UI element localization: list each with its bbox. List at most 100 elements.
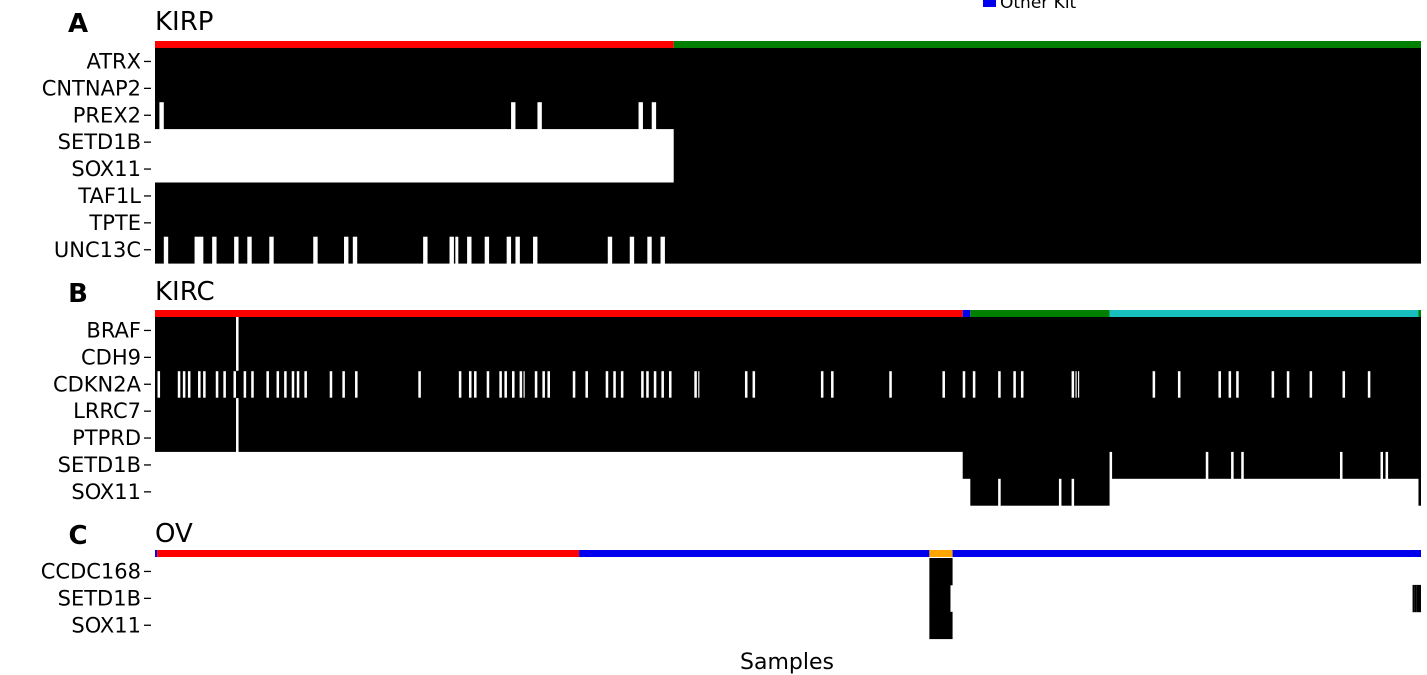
mutation-cell — [671, 370, 695, 399]
kit-bar-segment — [673, 41, 1421, 48]
mutation-cell — [294, 370, 297, 399]
mutation-cell — [1231, 370, 1237, 399]
mutation-cell — [420, 370, 459, 399]
mutation-cell — [205, 370, 216, 399]
mutation-cell — [1074, 478, 1110, 506]
panels: A KIRP ATRX CNTNAP2 PREX2 SETD1B SOX11 TAF1L TPT… — [41, 7, 1421, 640]
mutation-cell — [929, 584, 951, 613]
mutation-cell — [155, 317, 237, 345]
mutation-cell — [1243, 451, 1340, 479]
mutation-cell — [1000, 478, 1059, 506]
mutation-cell — [344, 370, 356, 399]
mutation-cell — [190, 370, 199, 399]
mutation-cell — [489, 370, 500, 399]
mutation-cell — [253, 370, 267, 399]
mutation-cell — [268, 370, 277, 399]
mutation-cell — [203, 236, 213, 264]
mutation-cell — [1208, 451, 1232, 479]
mutation-cell — [575, 370, 586, 399]
mutation-cell — [623, 370, 642, 399]
mutation-cell — [155, 424, 237, 452]
mutation-cell — [656, 370, 662, 399]
legend: Other Kit — [983, 0, 1077, 13]
mutation-cell — [642, 101, 652, 130]
mutation-cell — [634, 236, 648, 264]
mutation-cell — [1370, 370, 1421, 399]
mutation-cell — [251, 236, 270, 264]
x-axis-label: Samples — [740, 650, 834, 675]
mutation-cell — [200, 370, 204, 399]
gene-label: SETD1B — [58, 586, 141, 610]
mutation-cell — [1023, 370, 1072, 399]
mutation-cell — [549, 370, 573, 399]
gene-label: BRAF — [86, 318, 141, 342]
mutation-cell — [1079, 370, 1153, 399]
mutation-cell — [1342, 451, 1381, 479]
mutation-cell — [929, 558, 953, 586]
mutation-cell — [489, 236, 507, 264]
mutation-cell — [1061, 478, 1072, 506]
kit-bar-segment — [952, 550, 1421, 557]
mutation-cell — [317, 236, 345, 264]
mutation-cell — [1238, 370, 1272, 399]
mutation-cell — [643, 370, 647, 399]
mutation-cell — [286, 370, 292, 399]
mutation-cell — [1414, 584, 1417, 613]
mutation-cell — [332, 370, 343, 399]
mutation-cell — [519, 236, 534, 264]
mutation-cell — [471, 370, 475, 399]
kit-bar-segment — [962, 310, 971, 317]
mutation-cell — [155, 74, 1421, 103]
mutation-cell — [155, 101, 160, 130]
mutation-cell — [962, 451, 1110, 479]
gene-label: TPTE — [88, 211, 141, 235]
mutation-cell — [155, 343, 237, 372]
mutation-cell — [511, 236, 516, 264]
mutation-cell — [357, 370, 419, 399]
mutation-cell — [238, 236, 248, 264]
mutation-cell — [155, 370, 158, 399]
panel-ov: C OV CCDC168 SETD1B SOX11 — [41, 519, 1421, 640]
mutation-cell — [833, 370, 890, 399]
mutation-cell — [673, 155, 1421, 183]
mutation-cell — [236, 370, 244, 399]
mutation-cell — [160, 370, 178, 399]
gene-label: SETD1B — [58, 453, 141, 477]
mutation-cell — [1180, 370, 1219, 399]
mutation-cell — [1015, 370, 1021, 399]
mutation-cell — [1412, 584, 1415, 613]
mutation-cell — [823, 370, 832, 399]
panel-letter: A — [68, 9, 88, 39]
kit-bar-segment — [970, 310, 1110, 317]
mutation-cell — [1074, 370, 1076, 399]
panel-letter: B — [68, 279, 88, 309]
mutation-cell — [747, 370, 753, 399]
mutation-cell — [537, 236, 608, 264]
kit-bar-segment — [1418, 310, 1421, 317]
kit-bar-segment — [155, 310, 963, 317]
panel-title: OV — [155, 519, 193, 549]
mutation-cell — [273, 236, 314, 264]
mutation-cell — [1233, 451, 1242, 479]
legend-swatch-other-kit — [983, 0, 996, 7]
gene-label: SETD1B — [58, 130, 141, 154]
mutation-cell — [1383, 451, 1386, 479]
mutation-cell — [471, 236, 485, 264]
kit-bar-segment — [929, 550, 953, 557]
mutation-cell — [587, 370, 606, 399]
panel-letter: C — [68, 521, 87, 551]
kit-bar-segment — [1109, 310, 1419, 317]
mutation-cell — [929, 611, 953, 640]
mutation-cell — [514, 370, 520, 399]
mutation-cell — [1345, 370, 1368, 399]
mutation-cell — [180, 370, 183, 399]
mutation-cell — [216, 236, 235, 264]
gene-label: SOX11 — [71, 613, 141, 637]
mutation-cell — [891, 370, 943, 399]
mutation-cell — [506, 370, 513, 399]
gene-label: LRRC7 — [73, 399, 141, 423]
mutation-cell — [1289, 370, 1310, 399]
mutation-cell — [1155, 370, 1178, 399]
mutation-cell — [1274, 370, 1287, 399]
mutation-cell — [648, 370, 654, 399]
